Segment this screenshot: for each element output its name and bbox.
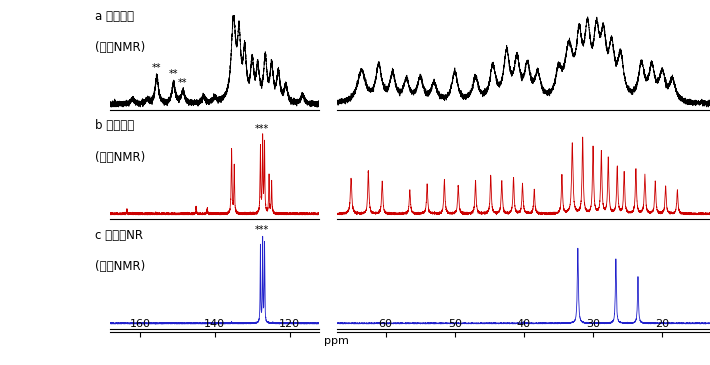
- Text: ppm: ppm: [324, 336, 349, 346]
- Text: **: **: [169, 69, 178, 79]
- Text: **: **: [152, 63, 162, 73]
- Text: ***: ***: [255, 124, 269, 134]
- Text: a 固体試料: a 固体試料: [95, 10, 134, 23]
- Text: b 溶液試料: b 溶液試料: [95, 119, 135, 132]
- Text: ***: ***: [255, 225, 269, 235]
- Text: (溶液NMR): (溶液NMR): [95, 260, 146, 273]
- Text: c 未処理NR: c 未処理NR: [95, 229, 143, 242]
- Text: **: **: [178, 78, 187, 88]
- Text: (固体NMR): (固体NMR): [95, 41, 146, 54]
- Text: (溶液NMR): (溶液NMR): [95, 151, 146, 164]
